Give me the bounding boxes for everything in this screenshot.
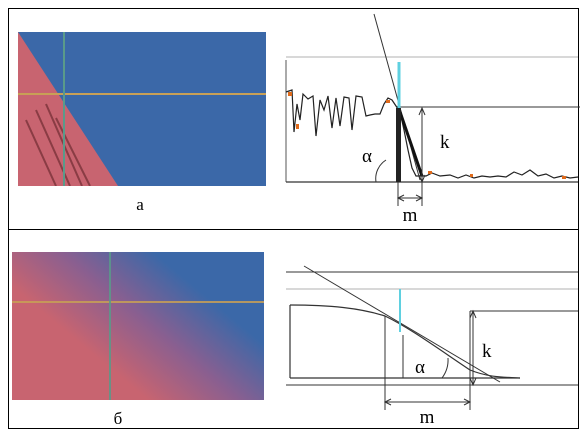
edge-slope <box>396 105 424 177</box>
texture-line <box>55 117 91 186</box>
k-arrow-head <box>469 309 477 319</box>
profile-curve <box>285 89 579 179</box>
width-label: m <box>420 407 435 428</box>
angle-arc <box>375 159 387 183</box>
m-arrow-head <box>463 398 472 406</box>
table-frame <box>8 8 579 429</box>
height-label: k <box>482 341 492 362</box>
width-label: m <box>403 205 418 226</box>
tangent-line <box>303 265 501 383</box>
m-arrow-head <box>415 194 424 202</box>
m-arrow-head <box>396 194 405 202</box>
m-arrow-head <box>383 398 392 406</box>
noise-marker <box>470 174 473 177</box>
k-arrow-head <box>418 106 426 116</box>
texture-line <box>25 119 57 186</box>
noise-marker <box>386 100 390 103</box>
height-label: k <box>440 132 450 153</box>
angle-label: α <box>362 146 372 167</box>
caption-a: а <box>136 195 144 214</box>
profile-curve <box>289 304 521 379</box>
noise-marker <box>428 171 432 174</box>
red-region <box>18 32 118 186</box>
angle-label: α <box>415 357 425 378</box>
noise-marker <box>296 124 299 129</box>
noise-marker <box>288 92 292 96</box>
edge-bar <box>396 108 401 182</box>
caption-b: б <box>114 409 123 428</box>
profile-sharp: α k m <box>285 13 580 226</box>
angle-arc <box>441 357 449 379</box>
k-arrow-head <box>469 377 477 387</box>
noise-marker <box>562 176 566 179</box>
image-blurred-edge <box>12 252 264 400</box>
profile-blurred: α k m <box>286 265 578 428</box>
image-sharp-edge <box>18 32 266 186</box>
